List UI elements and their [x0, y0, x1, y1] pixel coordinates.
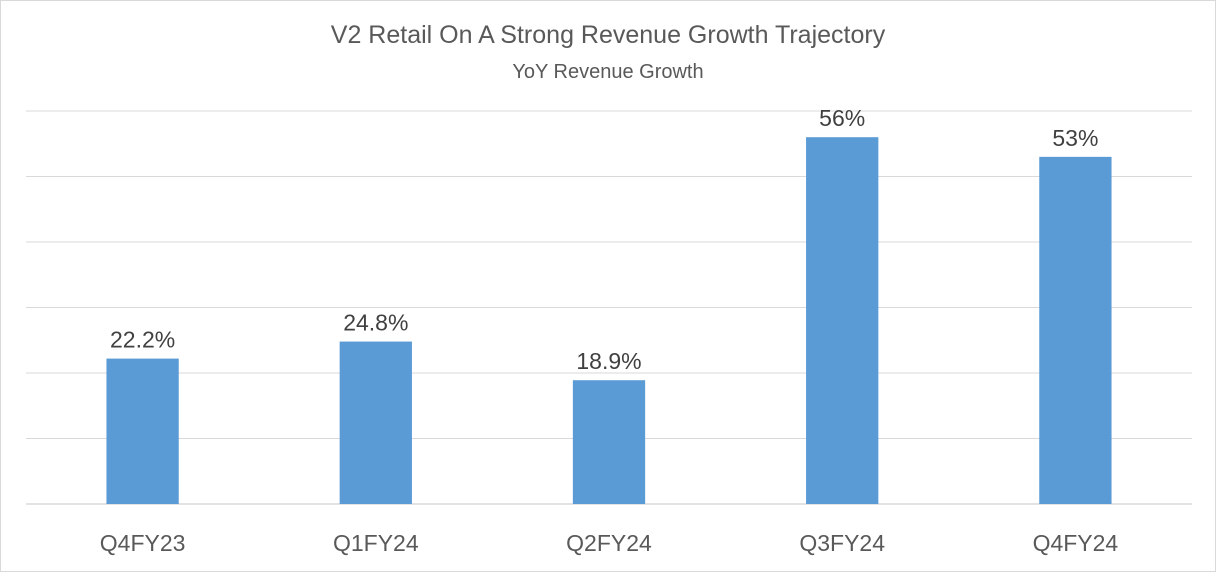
- tick-label-q2fy24: Q2FY24: [566, 530, 652, 556]
- x-axis-tick-labels: Q4FY23 Q1FY24 Q2FY24 Q3FY24 Q4FY24: [100, 530, 1119, 556]
- data-label-q1fy24: 24.8%: [343, 310, 408, 336]
- chart-subtitle: YoY Revenue Growth: [512, 61, 704, 83]
- data-label-q4fy24: 53%: [1052, 125, 1098, 151]
- data-label-q3fy24: 56%: [819, 105, 865, 131]
- data-label-q4fy23: 22.2%: [110, 327, 175, 353]
- data-label-q2fy24: 18.9%: [576, 348, 641, 374]
- bar-q2fy24: [572, 380, 646, 504]
- bar-q4fy24: [1039, 156, 1112, 504]
- tick-label-q4fy24: Q4FY24: [1033, 530, 1119, 556]
- bars: [106, 137, 1112, 504]
- bar-q1fy24: [339, 341, 412, 504]
- bar-q3fy24: [806, 137, 879, 504]
- tick-label-q3fy24: Q3FY24: [799, 530, 885, 556]
- tick-label-q1fy24: Q1FY24: [333, 530, 419, 556]
- tick-label-q4fy23: Q4FY23: [100, 530, 186, 556]
- chart-title: V2 Retail On A Strong Revenue Growth Tra…: [330, 21, 886, 49]
- data-labels: 22.2% 24.8% 18.9% 56% 53%: [110, 105, 1098, 374]
- bar-q4fy23: [106, 358, 179, 504]
